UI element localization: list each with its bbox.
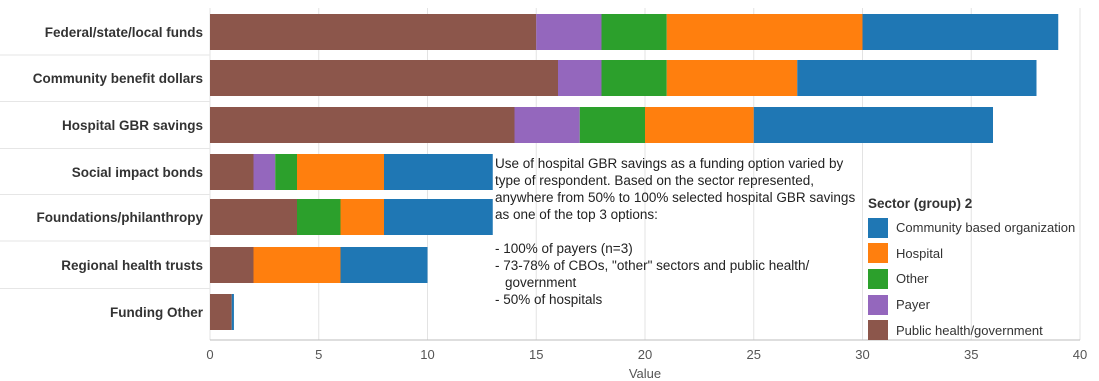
axis-layer: 0 5 10 15 20 25 30 35 40 Value Federal/state/local… (33, 25, 1088, 381)
legend-item: Hospital (868, 241, 1096, 267)
bar-segment (253, 247, 341, 283)
bar-segment (210, 107, 515, 143)
bar-segment (275, 154, 297, 190)
legend-item: Payer (868, 292, 1096, 318)
annotation-bullet: - 73-78% of CBOs, "other" sectors and pu… (495, 258, 810, 290)
bar-segment (340, 247, 428, 283)
legend-label: Payer (896, 297, 930, 313)
bar-segment (514, 107, 580, 143)
legend-label: Other (896, 271, 929, 287)
bar-segment (536, 14, 602, 50)
legend-item: Other (868, 266, 1096, 292)
legend-swatch (868, 320, 888, 341)
category-label: Regional health trusts (61, 258, 203, 273)
annotation-bullet: - 100% of payers (n=3) (495, 241, 633, 256)
legend-title: Sector (group) 2 (868, 196, 973, 211)
bar-segment (797, 60, 1037, 96)
annotation-bullets: - 100% of payers (n=3) - 73-78% of CBOs,… (495, 240, 865, 308)
bar-segment (210, 154, 254, 190)
bar-segment (231, 294, 234, 330)
category-label: Foundations/philanthropy (37, 210, 204, 225)
bar-segment (753, 107, 993, 143)
legend-item: Public health/government (868, 317, 1096, 343)
bar-segment (601, 14, 667, 50)
bar-layer (210, 14, 1059, 330)
legend-label: Hospital (896, 245, 943, 261)
x-tick-label: 15 (529, 347, 543, 362)
bar-segment (210, 14, 537, 50)
legend-label: Public health/government (896, 322, 1043, 338)
x-tick-label: 30 (855, 347, 869, 362)
x-tick-label: 40 (1073, 347, 1087, 362)
bar-segment (384, 199, 493, 235)
legend-label: Community based organization (896, 220, 1076, 236)
bar-segment (666, 14, 863, 50)
bar-segment (579, 107, 645, 143)
x-tick-label: 25 (747, 347, 761, 362)
x-tick-label: 10 (420, 347, 434, 362)
legend-item: Community based organization (868, 215, 1096, 241)
category-label: Funding Other (110, 305, 204, 320)
bar-segment (340, 199, 384, 235)
bar-segment (862, 14, 1059, 50)
annotation-intro: Use of hospital GBR savings as a funding… (495, 156, 856, 222)
category-label: Social impact bonds (72, 165, 203, 180)
bar-segment (297, 199, 341, 235)
x-axis-title: Value (629, 366, 661, 381)
category-label: Community benefit dollars (33, 71, 203, 86)
bar-segment (210, 199, 297, 235)
x-tick-label: 5 (315, 347, 322, 362)
bar-segment (210, 60, 558, 96)
bar-segment (601, 60, 667, 96)
annotation-bullet: - 50% of hospitals (495, 292, 603, 307)
x-tick-label: 35 (964, 347, 978, 362)
bar-segment (384, 154, 493, 190)
bar-segment (558, 60, 602, 96)
legend-swatch (868, 268, 888, 289)
bar-segment (645, 107, 754, 143)
legend-swatch (868, 294, 888, 315)
legend-items: Community based organization Hospital Othe… (868, 215, 1096, 343)
legend-swatch (868, 217, 888, 238)
bar-segment (210, 247, 254, 283)
category-label: Federal/state/local funds (45, 25, 203, 40)
x-tick-label: 0 (206, 347, 213, 362)
legend: Sector (group) 2 Community based organiz… (868, 196, 1096, 343)
bar-segment (253, 154, 276, 190)
chart-annotation: Use of hospital GBR savings as a funding… (495, 155, 865, 308)
x-tick-label: 20 (638, 347, 652, 362)
bar-segment (297, 154, 384, 190)
bar-segment (210, 294, 232, 330)
legend-swatch (868, 243, 888, 264)
category-label: Hospital GBR savings (62, 118, 203, 133)
bar-segment (666, 60, 798, 96)
